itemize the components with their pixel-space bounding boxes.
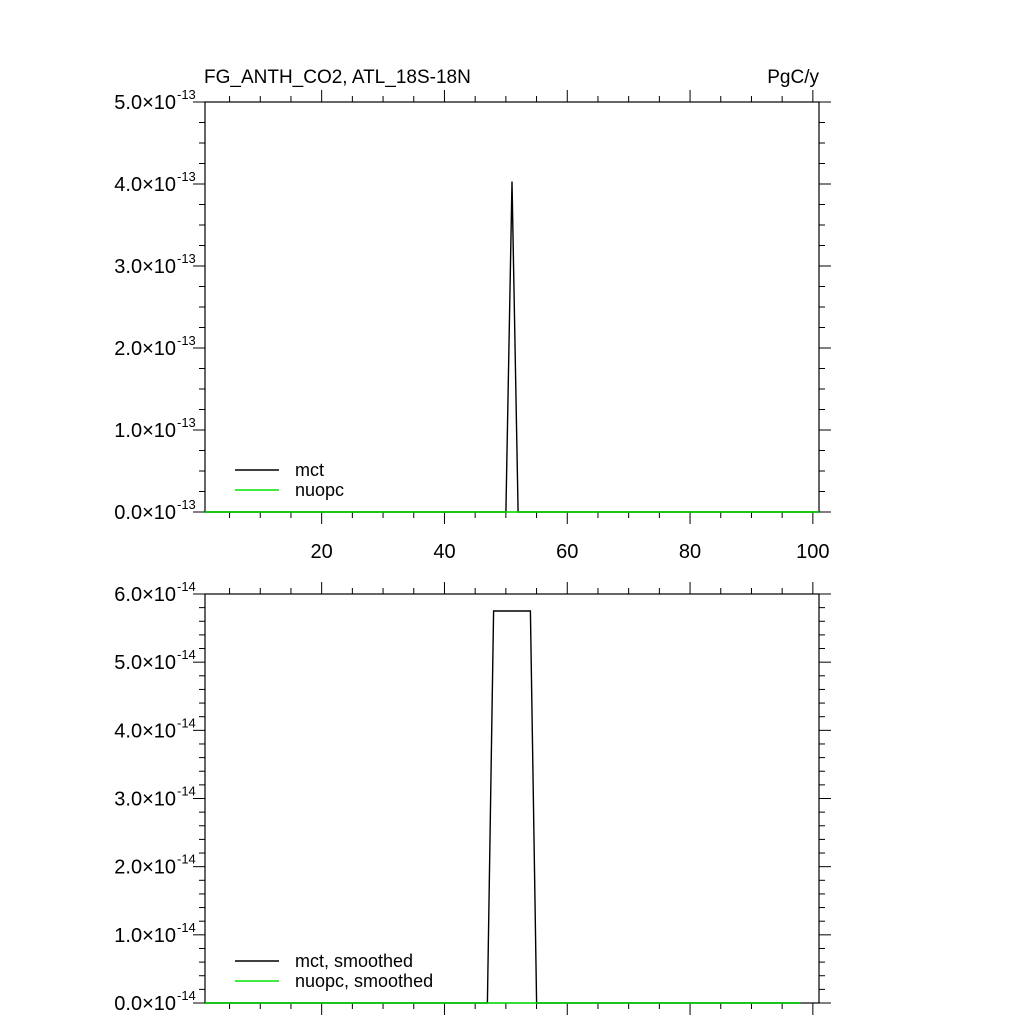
plot-frame [204, 593, 820, 1004]
chart-title-left: FG_ANTH_CO2, ATL_18S-18N [204, 67, 471, 88]
legend-label-mct: mct, smoothed [295, 951, 413, 971]
y-tick-label: 6.0×10 [114, 584, 176, 606]
y-tick-exponent: -13 [177, 169, 196, 184]
y-tick-label: 1.0×10 [114, 925, 176, 947]
y-tick-exponent: -13 [177, 497, 196, 512]
y-tick-exponent: -14 [177, 647, 196, 662]
y-tick-exponent: -13 [177, 87, 196, 102]
y-tick-label: 4.0×10 [114, 174, 176, 196]
x-tick-label: 60 [556, 541, 578, 563]
bottom-panel: 0.0×10 -141.0×10 -142.0×10 -143.0×10 -144.0×… [114, 579, 831, 1015]
y-tick-exponent: -13 [177, 251, 196, 266]
y-tick-exponent: -14 [177, 579, 196, 594]
x-tick-label: 40 [433, 541, 455, 563]
y-tick-label: 2.0×10 [114, 338, 176, 360]
y-tick-exponent: -13 [177, 415, 196, 430]
y-tick-label: 4.0×10 [114, 720, 176, 742]
y-tick-exponent: -14 [177, 852, 196, 867]
y-tick-label: 0.0×10 [114, 993, 176, 1015]
legend-label-nuopc: nuopc, smoothed [295, 971, 433, 991]
legend-label-nuopc: nuopc [295, 480, 344, 500]
chart-title-units: PgC/y [767, 67, 819, 88]
y-tick-label: 3.0×10 [114, 256, 176, 278]
y-tick-label: 2.0×10 [114, 857, 176, 879]
y-tick-label: 3.0×10 [114, 789, 176, 811]
x-tick-label: 80 [679, 541, 701, 563]
y-tick-label: 1.0×10 [114, 420, 176, 442]
y-tick-label: 5.0×10 [114, 652, 176, 674]
legend-label-mct: mct [295, 460, 324, 480]
x-tick-label: 100 [796, 541, 829, 563]
y-tick-exponent: -14 [177, 784, 196, 799]
y-tick-label: 5.0×10 [114, 92, 176, 114]
y-tick-exponent: -14 [177, 920, 196, 935]
y-tick-label: 0.0×10 [114, 502, 176, 524]
x-tick-label: 20 [311, 541, 333, 563]
plot-frame [204, 101, 820, 513]
y-tick-exponent: -14 [177, 988, 196, 1003]
series-line-mct [205, 610, 801, 1004]
y-tick-exponent: -13 [177, 333, 196, 348]
y-tick-exponent: -14 [177, 715, 196, 730]
